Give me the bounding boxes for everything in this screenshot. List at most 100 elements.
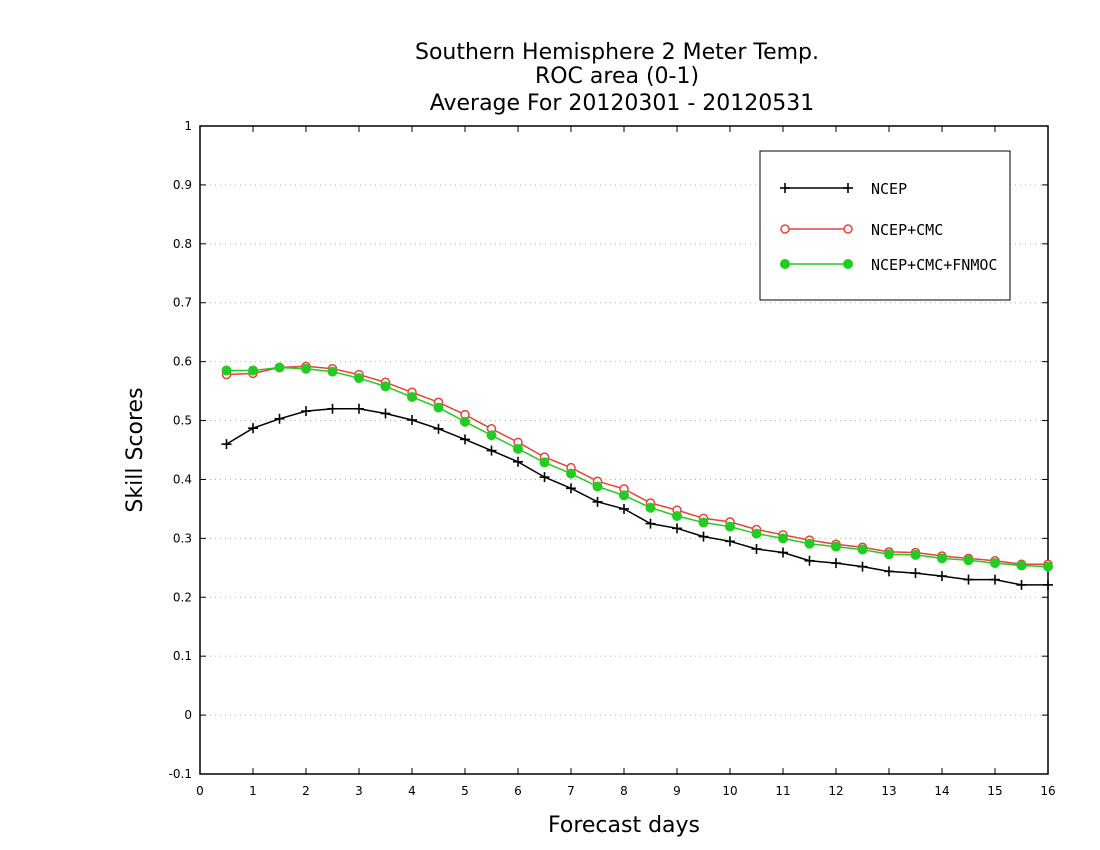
data-point — [831, 558, 841, 569]
data-point — [937, 553, 947, 564]
x-tick-label: 2 — [302, 784, 310, 798]
data-point — [354, 373, 364, 384]
x-tick-label: 10 — [722, 784, 737, 798]
data-point — [539, 457, 550, 468]
legend-entry: NCEP+CMC+FNMOC — [780, 256, 997, 274]
data-point — [407, 414, 417, 425]
data-point — [513, 456, 523, 467]
data-point — [433, 423, 444, 434]
data-point — [990, 574, 1000, 585]
data-point — [592, 481, 603, 492]
y-tick-label: 0.6 — [173, 355, 192, 369]
series-ncep-cmc — [221, 361, 1053, 570]
data-point — [221, 365, 232, 376]
series-line — [226, 366, 1049, 568]
data-point — [327, 403, 338, 414]
legend-marker — [780, 224, 790, 234]
data-point — [857, 544, 868, 555]
legend-label: NCEP+CMC — [871, 221, 943, 239]
data-point — [1016, 579, 1027, 590]
legend-label: NCEP — [871, 180, 907, 198]
data-point — [407, 391, 417, 402]
data-point — [619, 503, 629, 514]
legend-marker — [843, 224, 853, 234]
y-tick-label: 0.4 — [173, 472, 192, 486]
data-point — [698, 531, 709, 542]
x-tick-label: 13 — [881, 784, 896, 798]
data-point — [433, 402, 444, 413]
y-tick-label: -0.1 — [169, 767, 192, 781]
y-axis-label: Skill Scores — [123, 387, 148, 512]
data-point — [301, 363, 311, 374]
data-point — [1016, 560, 1027, 571]
x-tick-label: 9 — [673, 784, 681, 798]
data-point — [831, 541, 841, 552]
data-point — [778, 547, 788, 558]
data-point — [248, 423, 258, 434]
y-tick-label: 0.8 — [173, 237, 192, 251]
y-tick-label: 0.5 — [173, 414, 192, 428]
legend: NCEP NCEP+CMC NCEP+CMC+FNMOC — [759, 150, 1011, 301]
legend-marker — [780, 183, 790, 193]
data-point — [990, 558, 1000, 569]
data-point — [910, 568, 921, 579]
data-point — [645, 502, 656, 513]
data-point — [619, 490, 629, 501]
data-point — [963, 555, 974, 566]
data-point — [725, 521, 735, 532]
series — [221, 361, 1053, 590]
data-point — [672, 510, 682, 521]
x-tick-label: 5 — [461, 784, 469, 798]
title-line-2: ROC area (0-1) — [535, 64, 699, 89]
ticks: -0.100.10.20.30.40.50.60.70.80.910 1 2 3 4 5 6… — [169, 119, 1056, 798]
legend-entry: NCEP+CMC — [780, 221, 943, 239]
data-point — [884, 549, 894, 560]
title-line-3: Average For 20120301 - 20120531 — [430, 91, 815, 116]
data-point — [460, 416, 470, 427]
data-point — [354, 403, 364, 414]
series-line — [226, 408, 1048, 586]
y-tick-label: 0.9 — [173, 178, 192, 192]
x-tick-label: 0 — [196, 784, 204, 798]
x-tick-label: 12 — [828, 784, 843, 798]
x-tick-label: 11 — [775, 784, 790, 798]
x-tick-label: 16 — [1040, 784, 1055, 798]
data-point — [778, 533, 788, 544]
data-point — [937, 571, 947, 582]
y-tick-label: 0 — [184, 708, 192, 722]
legend-entry: NCEP — [780, 180, 907, 198]
y-tick-label: 1 — [184, 119, 192, 133]
x-tick-label: 14 — [934, 784, 949, 798]
x-axis-label: Forecast days — [548, 813, 700, 838]
x-tick-label: 15 — [987, 784, 1002, 798]
series-ncep-cmc-fnmoc — [221, 362, 1053, 572]
data-point — [274, 362, 285, 373]
data-point — [804, 555, 815, 566]
data-point — [486, 430, 497, 441]
legend-label: NCEP+CMC+FNMOC — [871, 256, 997, 274]
y-tick-label: 0.1 — [173, 649, 192, 663]
x-tick-label: 1 — [249, 784, 257, 798]
data-point — [513, 443, 523, 454]
data-point — [910, 549, 921, 560]
data-point — [963, 574, 974, 585]
data-point — [751, 543, 762, 554]
data-point — [725, 536, 735, 547]
data-point — [221, 439, 232, 450]
data-point — [460, 434, 470, 445]
data-point — [645, 518, 656, 529]
data-point — [566, 483, 576, 494]
data-point — [1043, 579, 1053, 590]
data-point — [804, 538, 815, 549]
series-ncep — [221, 403, 1053, 590]
legend-box — [759, 150, 1011, 301]
data-point — [301, 406, 311, 417]
x-tick-label: 7 — [567, 784, 575, 798]
data-point — [486, 445, 497, 456]
legend-marker — [843, 183, 853, 193]
data-point — [857, 561, 868, 572]
x-tick-label: 4 — [408, 784, 416, 798]
legend-marker — [780, 259, 790, 269]
data-point — [274, 413, 285, 424]
